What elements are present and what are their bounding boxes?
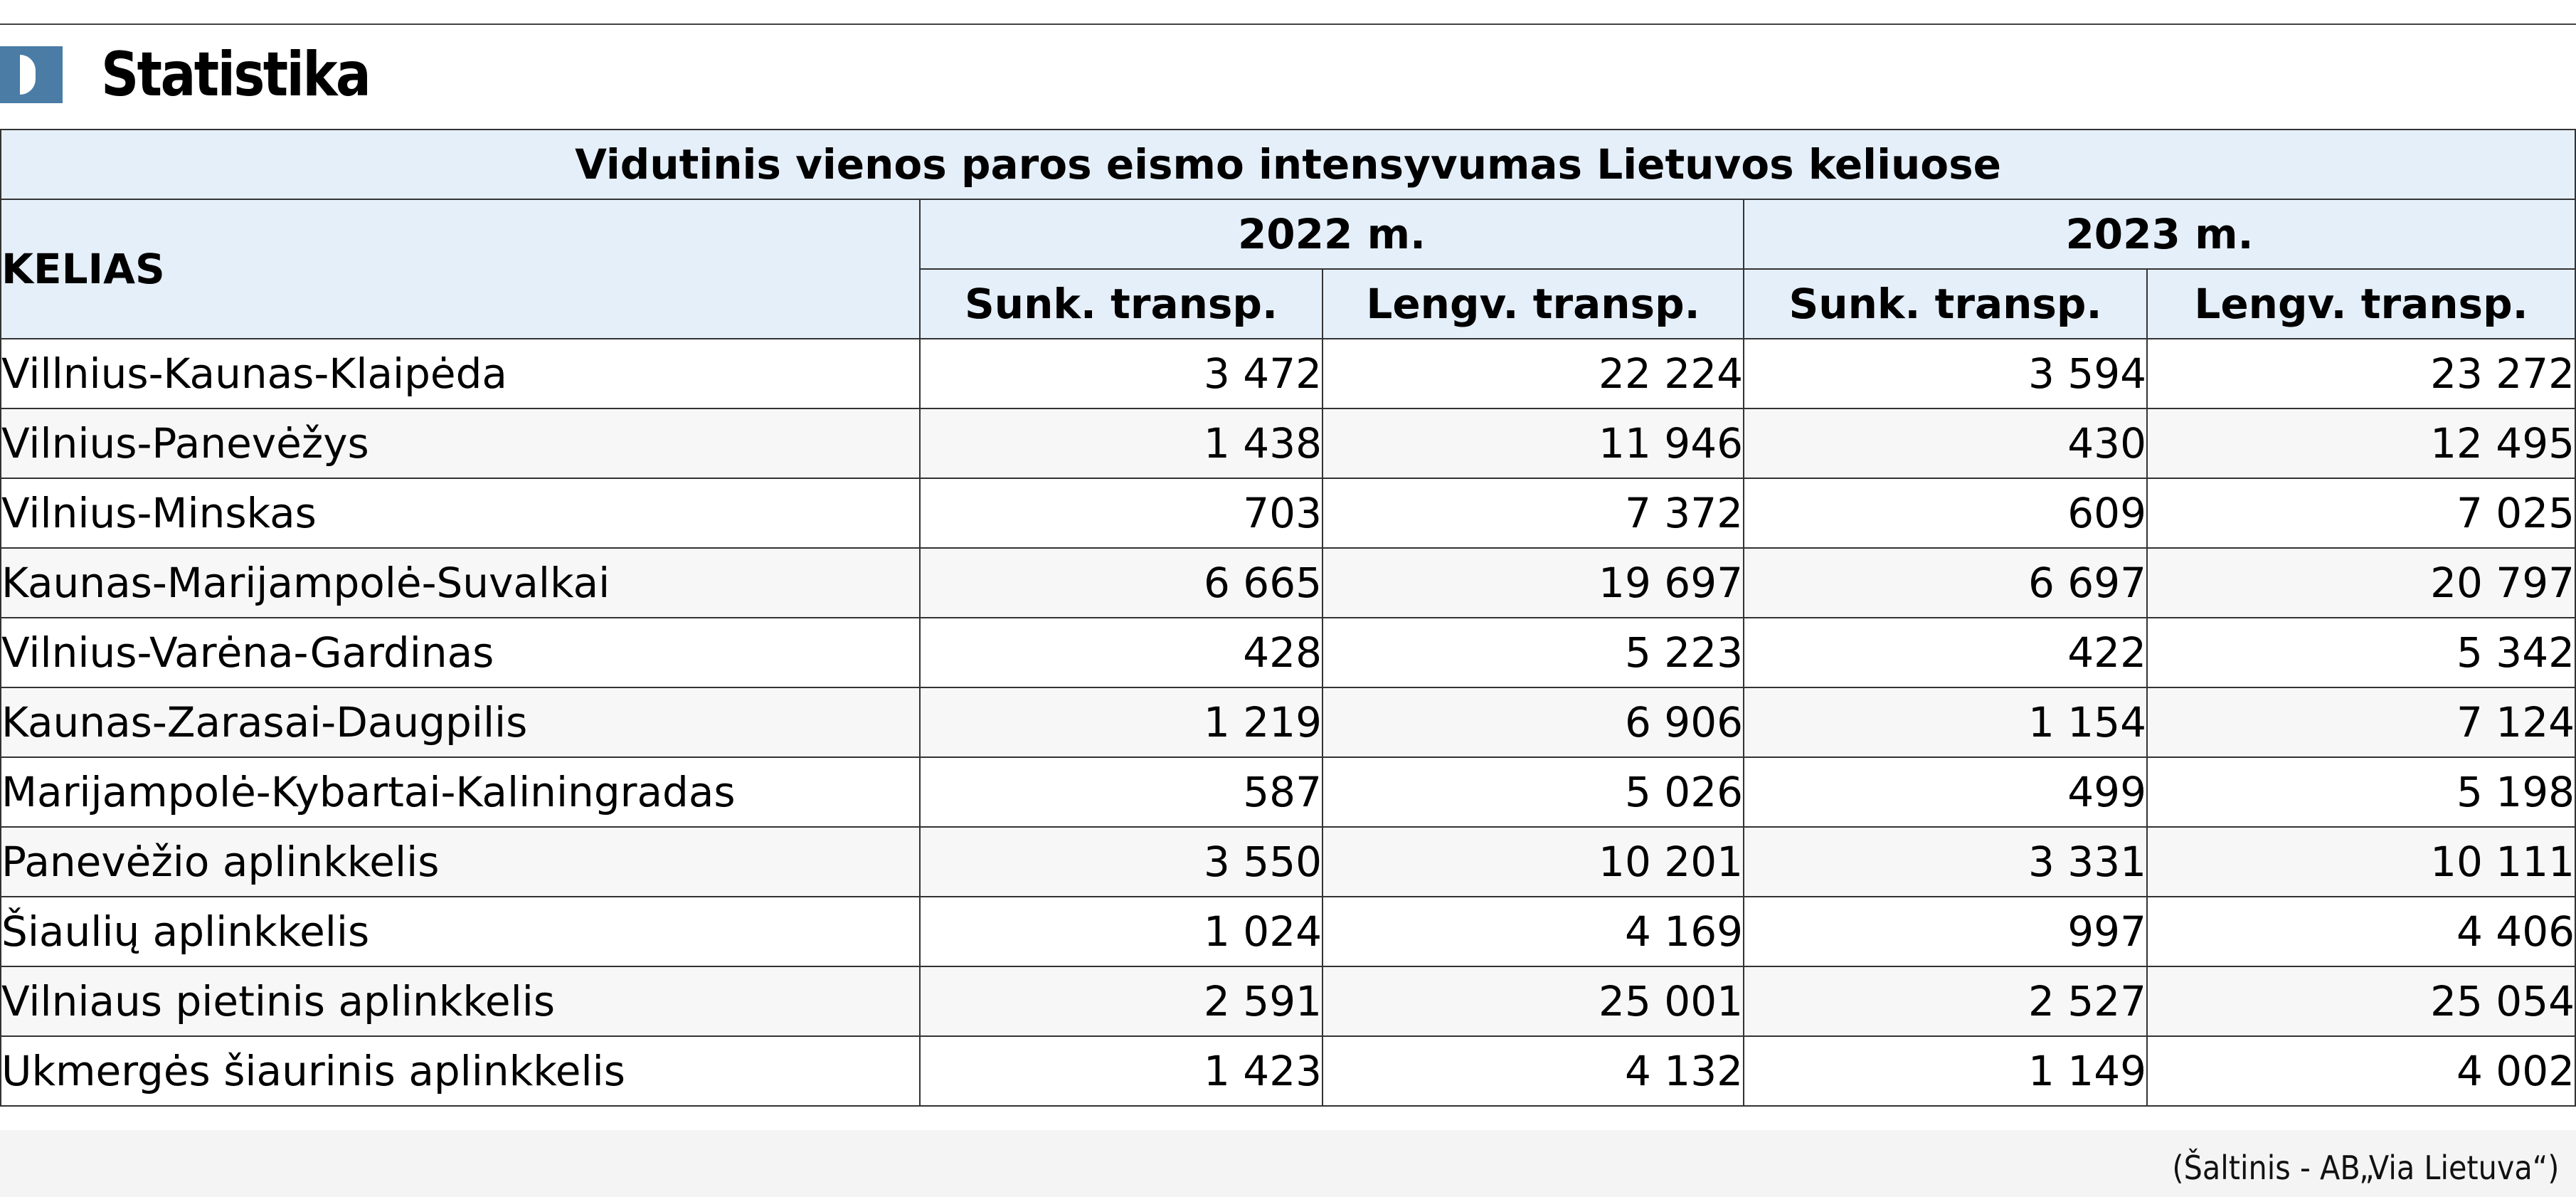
road-name: Ukmergės šiaurinis aplinkkelis [0, 1035, 921, 1107]
cell-2023-heavy: 430 [1743, 408, 2148, 479]
cell-2022-heavy: 1 024 [919, 896, 1323, 967]
page-title: Statistika [101, 39, 371, 110]
cell-2022-light: 7 372 [1322, 478, 1744, 549]
road-name: Kaunas-Marijampolė-Suvalkai [0, 547, 921, 618]
page-header: Statistika [0, 36, 2576, 114]
cell-2023-light: 7 124 [2146, 687, 2576, 758]
cell-2022-heavy: 1 423 [919, 1035, 1323, 1107]
cell-2023-heavy: 422 [1743, 617, 2148, 688]
cell-2022-light: 10 201 [1322, 826, 1744, 897]
road-name: Vilnius-Varėna-Gardinas [0, 617, 921, 688]
cell-2022-light: 11 946 [1322, 408, 1744, 479]
cell-2023-heavy: 6 697 [1743, 547, 2148, 618]
table-body: Villnius-Kaunas-Klaipėda 3 472 22 224 3 … [0, 338, 2576, 1107]
cell-2022-heavy: 587 [919, 756, 1323, 828]
cell-2023-heavy: 1 149 [1743, 1035, 2148, 1107]
year-header-2022: 2022 m. [919, 199, 1744, 270]
cell-2022-light: 4 132 [1322, 1035, 1744, 1107]
cell-2023-heavy: 3 594 [1743, 338, 2148, 409]
cell-2022-heavy: 3 550 [919, 826, 1323, 897]
cell-2023-light: 23 272 [2146, 338, 2576, 409]
cell-2023-light: 4 002 [2146, 1035, 2576, 1107]
table-row: Ukmergės šiaurinis aplinkkelis 1 423 4 1… [0, 1035, 2576, 1107]
subheader-2023-light: Lengv. transp. [2146, 268, 2576, 339]
source-note: (Šaltinis - AB„Via Lietuva“) [2172, 1149, 2559, 1187]
d-logo-icon [0, 46, 63, 103]
cell-2023-heavy: 499 [1743, 756, 2148, 828]
cell-2022-heavy: 3 472 [919, 338, 1323, 409]
road-name: Kaunas-Zarasai-Daugpilis [0, 687, 921, 758]
table-row: Šiaulių aplinkkelis 1 024 4 169 997 4 40… [0, 896, 2576, 967]
cell-2022-light: 6 906 [1322, 687, 1744, 758]
cell-2022-light: 19 697 [1322, 547, 1744, 618]
traffic-intensity-table: Vidutinis vienos paros eismo intensyvuma… [0, 129, 2576, 1107]
table-title: Vidutinis vienos paros eismo intensyvuma… [0, 129, 2576, 200]
road-name: Villnius-Kaunas-Klaipėda [0, 338, 921, 409]
cell-2022-light: 22 224 [1322, 338, 1744, 409]
cell-2022-heavy: 2 591 [919, 966, 1323, 1037]
cell-2022-light: 4 169 [1322, 896, 1744, 967]
road-name: Vilniaus pietinis aplinkkelis [0, 966, 921, 1037]
road-column-header: KELIAS [0, 199, 921, 339]
table-row: Vilniaus pietinis aplinkkelis 2 591 25 0… [0, 966, 2576, 1037]
cell-2022-heavy: 1 438 [919, 408, 1323, 479]
cell-2023-light: 5 198 [2146, 756, 2576, 828]
road-name: Vilnius-Minskas [0, 478, 921, 549]
table-row: Kaunas-Zarasai-Daugpilis 1 219 6 906 1 1… [0, 687, 2576, 758]
cell-2023-light: 4 406 [2146, 896, 2576, 967]
table-row: Vilnius-Minskas 703 7 372 609 7 025 [0, 478, 2576, 549]
cell-2023-light: 10 111 [2146, 826, 2576, 897]
cell-2023-heavy: 3 331 [1743, 826, 2148, 897]
cell-2022-light: 5 223 [1322, 617, 1744, 688]
subheader-2023-heavy: Sunk. transp. [1743, 268, 2148, 339]
cell-2023-light: 25 054 [2146, 966, 2576, 1037]
top-divider [0, 23, 2576, 25]
table-row: Kaunas-Marijampolė-Suvalkai 6 665 19 697… [0, 547, 2576, 618]
cell-2023-light: 7 025 [2146, 478, 2576, 549]
road-name: Šiaulių aplinkkelis [0, 896, 921, 967]
table-row: Vilnius-Panevėžys 1 438 11 946 430 12 49… [0, 408, 2576, 479]
cell-2023-heavy: 2 527 [1743, 966, 2148, 1037]
cell-2022-heavy: 428 [919, 617, 1323, 688]
road-name: Panevėžio aplinkkelis [0, 826, 921, 897]
d-logo-shape [20, 55, 36, 95]
cell-2023-heavy: 997 [1743, 896, 2148, 967]
year-header-2023: 2023 m. [1742, 199, 2576, 270]
subheader-2022-heavy: Sunk. transp. [919, 268, 1323, 339]
cell-2023-light: 5 342 [2146, 617, 2576, 688]
cell-2022-light: 25 001 [1322, 966, 1744, 1037]
table-row: Vilnius-Varėna-Gardinas 428 5 223 422 5 … [0, 617, 2576, 688]
cell-2023-heavy: 609 [1743, 478, 2148, 549]
road-name: Marijampolė-Kybartai-Kaliningradas [0, 756, 921, 828]
road-name: Vilnius-Panevėžys [0, 408, 921, 479]
cell-2023-light: 12 495 [2146, 408, 2576, 479]
source-footer: (Šaltinis - AB„Via Lietuva“) [0, 1130, 2576, 1197]
cell-2023-light: 20 797 [2146, 547, 2576, 618]
cell-2022-light: 5 026 [1322, 756, 1744, 828]
subheader-2022-light: Lengv. transp. [1322, 268, 1744, 339]
cell-2022-heavy: 1 219 [919, 687, 1323, 758]
table-row: Panevėžio aplinkkelis 3 550 10 201 3 331… [0, 826, 2576, 897]
table-row: Marijampolė-Kybartai-Kaliningradas 587 5… [0, 756, 2576, 828]
cell-2022-heavy: 703 [919, 478, 1323, 549]
table-row: Villnius-Kaunas-Klaipėda 3 472 22 224 3 … [0, 338, 2576, 409]
cell-2022-heavy: 6 665 [919, 547, 1323, 618]
cell-2023-heavy: 1 154 [1743, 687, 2148, 758]
